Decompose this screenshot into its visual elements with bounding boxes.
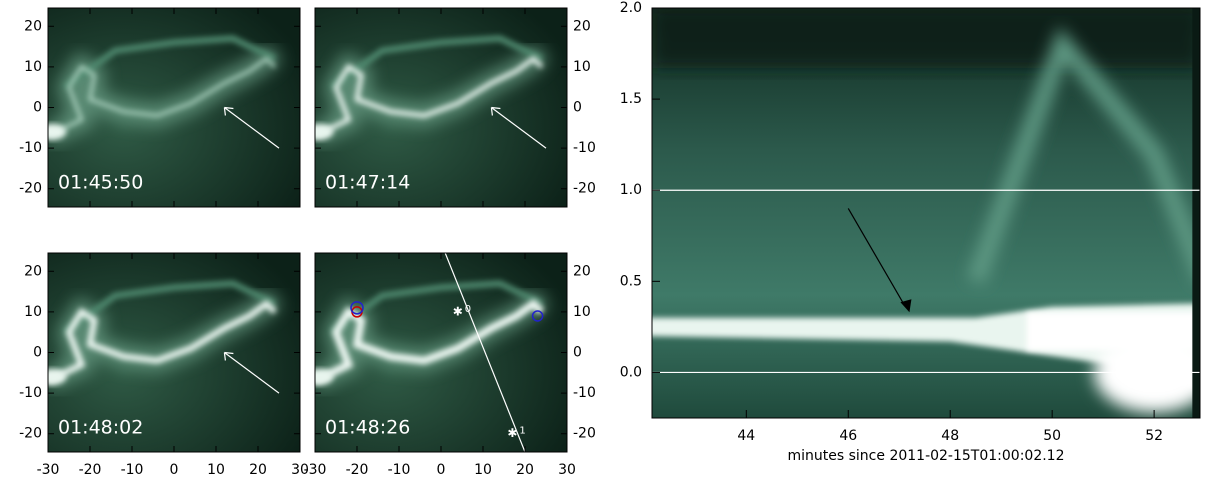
y-tick-label: -20 xyxy=(573,181,596,197)
x-tick-label: 44 xyxy=(737,428,755,444)
y-tick-label: 10 xyxy=(573,59,591,75)
ribbon xyxy=(315,55,544,138)
ribbon xyxy=(315,298,545,385)
edge xyxy=(1192,8,1200,418)
timestamp: 01:48:02 xyxy=(58,417,143,439)
y-tick-label: 0 xyxy=(573,100,582,116)
y-tick-label: 1.0 xyxy=(620,182,642,198)
arrow xyxy=(224,107,280,149)
blob xyxy=(48,123,67,140)
y-tick-label: 0 xyxy=(573,345,582,361)
slit xyxy=(444,253,526,452)
image-panel xyxy=(48,8,300,207)
y-tick-label: 20 xyxy=(573,18,591,34)
x-axis-label: minutes since 2011-02-15T01:00:02.12 xyxy=(788,448,1065,464)
image-panel xyxy=(48,253,300,452)
y-tick-label: 0 xyxy=(33,345,42,361)
y-tick-label: -20 xyxy=(19,181,42,197)
ribbon xyxy=(48,56,276,138)
y-tick-label: -10 xyxy=(19,385,42,401)
arrow-head xyxy=(223,351,234,361)
loop xyxy=(63,35,277,90)
arrow xyxy=(224,352,280,394)
dark-top xyxy=(652,8,1200,68)
track-label: 0 xyxy=(465,304,471,315)
y-tick-label: 1.5 xyxy=(620,91,642,107)
x-tick-label: -10 xyxy=(121,462,144,478)
y-tick-label: 0 xyxy=(33,100,42,116)
y-tick-label: 0.0 xyxy=(620,364,642,380)
star: ✱ xyxy=(453,304,463,318)
x-tick-label: 48 xyxy=(941,428,959,444)
x-tick-label: 30 xyxy=(558,462,576,478)
y-tick-label: 20 xyxy=(24,263,42,279)
y-tick-label: -20 xyxy=(573,426,596,442)
diffuse xyxy=(967,26,1200,285)
y-tick-label: -10 xyxy=(573,140,596,156)
y-tick-label: 20 xyxy=(24,18,42,34)
x-tick-label: 50 xyxy=(1043,428,1061,444)
x-tick-label: 0 xyxy=(170,462,179,478)
x-tick-label: -20 xyxy=(79,462,102,478)
x-tick-label: 10 xyxy=(207,462,225,478)
y-tick-label: -10 xyxy=(573,385,596,401)
time-slice-image xyxy=(652,8,1200,418)
y-tick-label: 20 xyxy=(573,263,591,279)
x-tick-label: 52 xyxy=(1145,428,1163,444)
arrow xyxy=(847,208,905,306)
x-tick-label: 20 xyxy=(516,462,534,478)
x-tick-label: 10 xyxy=(474,462,492,478)
loop xyxy=(330,280,544,335)
y-tick-label: 2.0 xyxy=(620,0,642,16)
arrow-head xyxy=(900,299,912,313)
ribbon xyxy=(48,299,277,384)
track-label: 1 xyxy=(519,426,525,437)
frame xyxy=(651,7,1201,419)
x-tick-label: -30 xyxy=(37,462,60,478)
x-tick-label: -20 xyxy=(346,462,369,478)
x-tick-label: 30 xyxy=(291,462,309,478)
y-tick-label: 10 xyxy=(573,304,591,320)
arrow-head xyxy=(223,106,234,116)
timestamp: 01:45:50 xyxy=(58,172,143,194)
loop xyxy=(63,280,277,335)
image-panel: ✱ 0✱ 1 xyxy=(315,253,567,452)
y-tick-label: -20 xyxy=(19,426,42,442)
y-tick-label: -10 xyxy=(19,140,42,156)
x-tick-label: -10 xyxy=(388,462,411,478)
x-tick-label: 46 xyxy=(839,428,857,444)
marker xyxy=(531,310,544,322)
x-tick-label: 0 xyxy=(437,462,446,478)
loop xyxy=(330,35,544,90)
image-panel xyxy=(315,8,567,207)
arrow-head xyxy=(490,106,501,116)
y-tick-label: 10 xyxy=(24,304,42,320)
blob xyxy=(315,368,334,385)
arrow xyxy=(491,107,547,149)
blob xyxy=(48,368,67,385)
x-tick-label: -30 xyxy=(304,462,327,478)
y-tick-label: 10 xyxy=(24,59,42,75)
timestamp: 01:47:14 xyxy=(325,172,410,194)
blob xyxy=(315,123,334,140)
y-tick-label: 0.5 xyxy=(620,273,642,289)
x-tick-label: 20 xyxy=(249,462,267,478)
marker xyxy=(350,301,364,315)
star: ✱ xyxy=(507,426,517,440)
timestamp: 01:48:26 xyxy=(325,417,410,439)
